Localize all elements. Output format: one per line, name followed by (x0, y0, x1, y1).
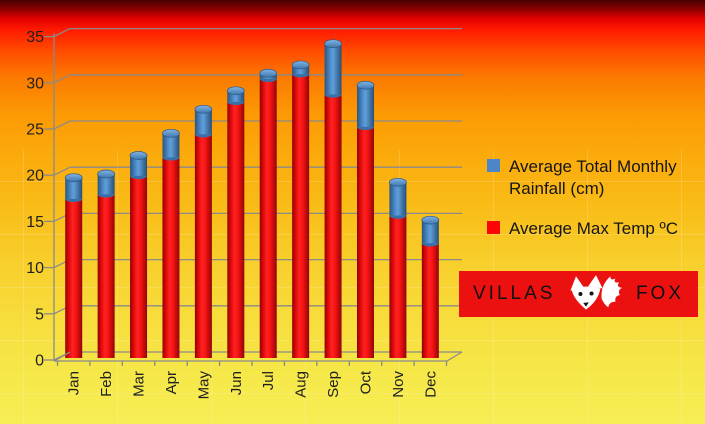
svg-text:Jul: Jul (260, 371, 277, 390)
svg-text:Oct: Oct (357, 370, 374, 394)
bar-oct (356, 80, 375, 359)
svg-text:20: 20 (26, 168, 44, 185)
svg-text:Jun: Jun (228, 371, 245, 395)
svg-text:May: May (195, 371, 212, 400)
logo-text-fox: FOX (635, 283, 684, 304)
chart-legend: Average Total Monthly Rainfall (cm) Aver… (487, 156, 701, 240)
svg-text:15: 15 (26, 214, 44, 231)
axis-tick-labels: 0 5 10 15 20 25 30 35 Jan Feb Mar Apr May Jun Jul Aug Se… (26, 29, 439, 399)
bar-jun (226, 86, 245, 359)
bar-jan (64, 173, 83, 358)
max-temp-swatch-icon (487, 220, 500, 234)
bar-sep (324, 39, 342, 359)
svg-text:Mar: Mar (131, 371, 148, 397)
svg-text:25: 25 (26, 122, 44, 139)
bar-jul (259, 68, 278, 359)
villas-fox-logo: VILLAS FOX (459, 271, 698, 317)
svg-text:Dec: Dec (422, 371, 439, 398)
axes-and-ticks (44, 33, 463, 366)
svg-text:35: 35 (26, 29, 44, 46)
legend-label-rainfall: Average Total Monthly Rainfall (cm) (509, 157, 677, 199)
legend-item-max-temp: Average Max Temp ºC (487, 218, 701, 240)
fox-icon (570, 275, 622, 310)
svg-text:Aug: Aug (293, 371, 310, 398)
svg-text:Sep: Sep (325, 371, 342, 398)
svg-text:30: 30 (26, 75, 44, 92)
bars-group (64, 39, 440, 359)
legend-label-max-temp: Average Max Temp ºC (509, 218, 679, 238)
svg-text:10: 10 (26, 260, 44, 277)
svg-text:Apr: Apr (163, 371, 180, 394)
bar-nov (389, 177, 407, 358)
bar-mar (129, 151, 148, 358)
legend-item-rainfall: Average Total Monthly Rainfall (cm) (487, 156, 701, 201)
logo-text-villas: VILLAS (473, 283, 556, 304)
svg-text:Nov: Nov (390, 371, 407, 398)
bar-aug (291, 60, 310, 359)
rainfall-swatch-icon (487, 159, 500, 172)
bar-feb (97, 169, 115, 358)
bar-may (194, 104, 213, 358)
svg-text:0: 0 (35, 353, 44, 370)
bar-dec (421, 215, 440, 358)
svg-text:Feb: Feb (98, 371, 115, 397)
svg-text:Jan: Jan (66, 371, 83, 395)
svg-text:5: 5 (35, 306, 44, 323)
bar-apr (162, 128, 180, 358)
